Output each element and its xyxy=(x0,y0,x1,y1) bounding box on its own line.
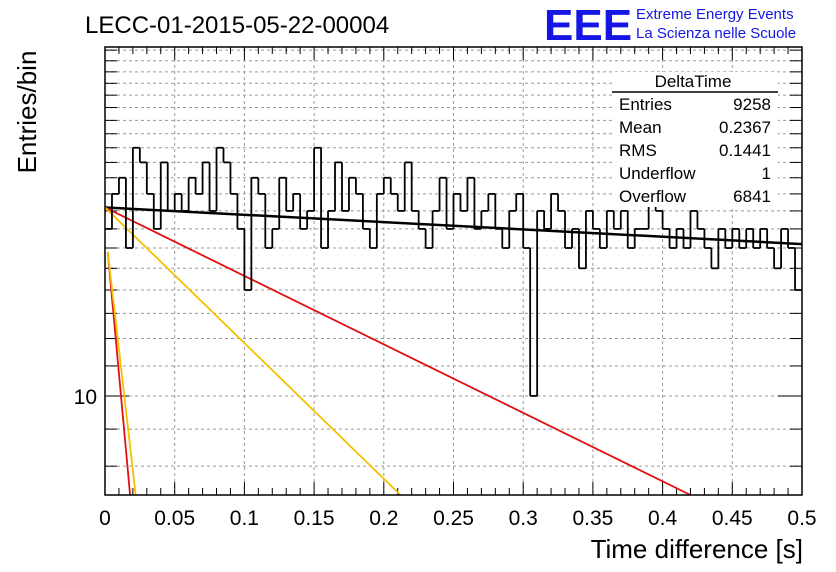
logo-line-1: Extreme Energy Events xyxy=(636,6,794,23)
fit-lines xyxy=(104,206,803,496)
y-tick-labels: 10 xyxy=(74,386,97,409)
x-tick-label: 0.45 xyxy=(712,507,753,530)
stats-box: DeltaTime Entries 9258 Mean 0.2367 RMS 0… xyxy=(612,72,778,207)
stats-label: Mean xyxy=(619,118,662,137)
stats-value: 6841 xyxy=(733,187,771,206)
plot-frame xyxy=(104,46,803,496)
stats-label: RMS xyxy=(619,141,657,160)
stats-label: Entries xyxy=(619,95,672,114)
fit-line-red2 xyxy=(106,251,131,496)
x-axis-title: Time difference [s] xyxy=(591,534,803,564)
histogram-bins xyxy=(105,146,802,397)
x-tick-label: 0.5 xyxy=(787,507,816,530)
fit-line-yellow2 xyxy=(106,251,137,496)
x-tick-label: 0.05 xyxy=(154,507,195,530)
x-tick-label: 0.2 xyxy=(369,507,398,530)
x-tick-label: 0.15 xyxy=(294,507,335,530)
y-tick-label: 10 xyxy=(74,386,97,409)
x-tick-labels: 0 0.05 0.1 0.15 0.2 0.25 0.3 0.35 0.4 0.45 0.5 xyxy=(99,507,816,530)
stats-label: Overflow xyxy=(619,187,687,206)
eee-logo: EEE xyxy=(544,1,632,50)
fit-line-red xyxy=(104,206,691,496)
stats-value: 0.2367 xyxy=(719,118,771,137)
stats-value: 1 xyxy=(762,164,771,183)
axis-ticks xyxy=(104,47,803,495)
x-tick-label: 0.1 xyxy=(230,507,259,530)
logo-line-2: La Scienza nelle Scuole xyxy=(636,25,796,42)
stats-title: DeltaTime xyxy=(655,72,732,91)
stats-value: 0.1441 xyxy=(719,141,771,160)
stats-label: Underflow xyxy=(619,164,696,183)
stats-box-background xyxy=(612,72,778,207)
run-title: LECC-01-2015-05-22-00004 xyxy=(85,12,389,39)
x-tick-label: 0.3 xyxy=(509,507,538,530)
y-axis-title: Entries/bin xyxy=(12,51,42,174)
x-tick-label: 0 xyxy=(99,507,111,530)
x-tick-label: 0.35 xyxy=(572,507,613,530)
x-tick-label: 0.25 xyxy=(433,507,474,530)
stats-value: 9258 xyxy=(733,95,771,114)
x-tick-label: 0.4 xyxy=(648,507,678,530)
fit-line-yellow xyxy=(104,206,402,496)
